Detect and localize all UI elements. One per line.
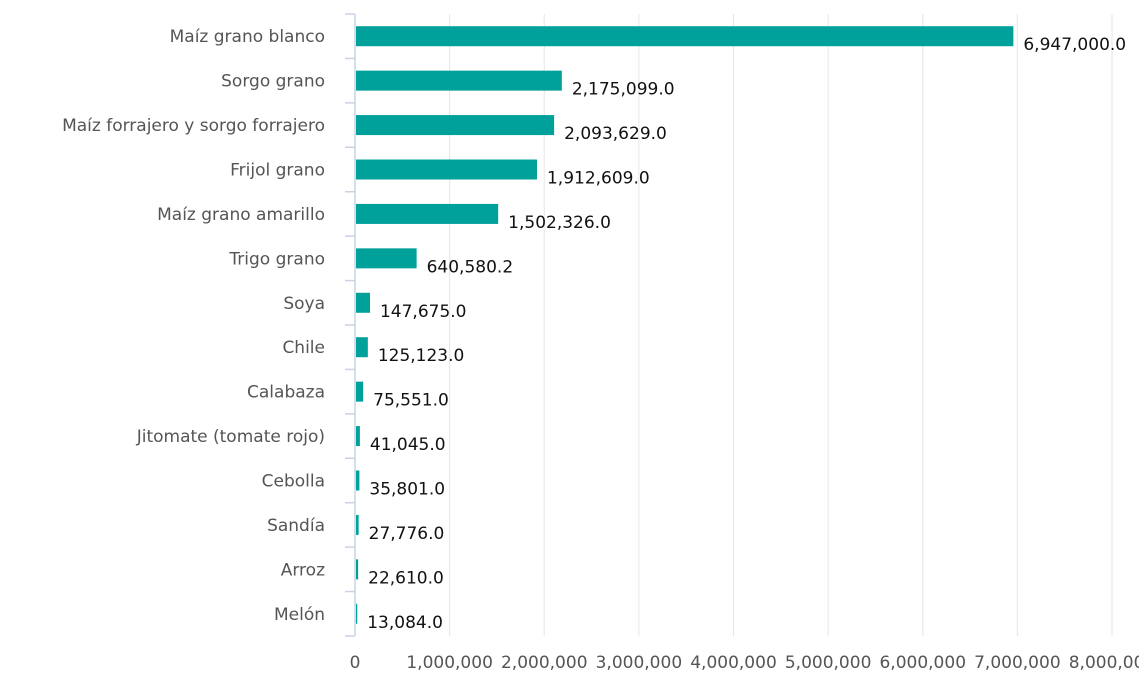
value-label: 1,502,326.0	[508, 213, 611, 233]
bar	[356, 470, 360, 491]
category-labels: Maíz grano blanco Sorgo grano Maíz forraje…	[62, 27, 325, 625]
bar	[356, 292, 370, 313]
bar	[356, 26, 1014, 47]
bar	[356, 381, 364, 402]
bar	[356, 603, 358, 624]
bar	[356, 203, 499, 224]
x-tick-label: 7,000,000	[974, 653, 1061, 673]
value-label: 41,045.0	[370, 435, 446, 455]
value-label: 13,084.0	[367, 613, 443, 633]
bar	[356, 514, 359, 535]
category-label: Cebolla	[262, 472, 325, 492]
category-label: Maíz forrajero y sorgo forrajero	[62, 116, 325, 136]
category-label: Arroz	[281, 560, 325, 580]
x-tick-label: 6,000,000	[879, 653, 966, 673]
category-label: Melón	[274, 605, 325, 625]
value-label: 35,801.0	[369, 480, 445, 500]
category-label: Soya	[283, 294, 325, 314]
value-label: 2,093,629.0	[564, 124, 667, 144]
chart-grid	[449, 14, 1113, 636]
x-tick-labels: 0 1,000,000 2,000,000 3,000,000 4,000,000 5,0…	[350, 653, 1139, 673]
x-tick-label: 8,000,000	[1069, 653, 1139, 673]
category-label: Sandía	[267, 516, 325, 536]
value-label: 125,123.0	[378, 346, 465, 366]
category-label: Maíz grano blanco	[170, 27, 325, 47]
value-label: 2,175,099.0	[572, 80, 675, 100]
category-label: Sorgo grano	[221, 72, 325, 92]
bar	[356, 70, 562, 91]
x-tick-label: 5,000,000	[785, 653, 872, 673]
x-tick-label: 4,000,000	[690, 653, 777, 673]
bar	[356, 115, 555, 136]
x-tick-label: 3,000,000	[596, 653, 683, 673]
bar	[356, 159, 537, 180]
value-label: 75,551.0	[373, 391, 449, 411]
value-label: 22,610.0	[368, 568, 444, 588]
x-tick-label: 2,000,000	[501, 653, 588, 673]
category-label: Trigo grano	[228, 249, 325, 269]
bar	[356, 426, 360, 447]
chart-axis	[345, 13, 356, 637]
bar	[356, 559, 359, 580]
value-label: 6,947,000.0	[1023, 35, 1126, 55]
value-label: 147,675.0	[380, 302, 467, 322]
category-label: Chile	[282, 338, 325, 358]
category-label: Calabaza	[247, 383, 325, 403]
category-label: Jitomate (tomate rojo)	[136, 427, 325, 447]
value-label: 27,776.0	[369, 524, 445, 544]
value-labels: 6,947,000.0 2,175,099.0 2,093,629.0 1,912,6…	[367, 35, 1126, 633]
category-label: Frijol grano	[230, 161, 325, 181]
bar	[356, 248, 417, 269]
bar	[356, 337, 368, 358]
x-tick-label: 1,000,000	[406, 653, 493, 673]
category-label: Maíz grano amarillo	[157, 205, 325, 225]
x-tick-label: 0	[350, 653, 361, 673]
value-label: 1,912,609.0	[547, 169, 650, 189]
chart-bars	[356, 26, 1014, 624]
value-label: 640,580.2	[427, 257, 514, 277]
